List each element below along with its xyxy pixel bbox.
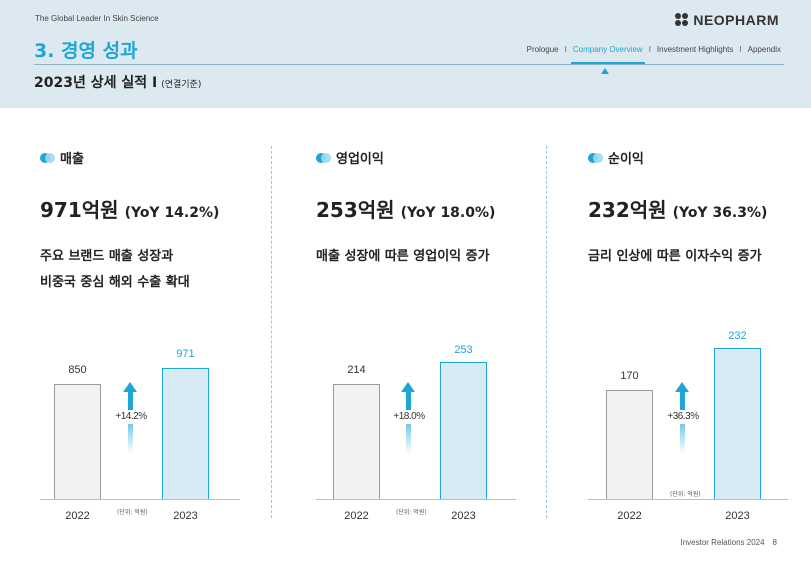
footer-text: Investor Relations 2024 <box>680 538 765 547</box>
section-nav: Prologue I Company Overview I Investment… <box>525 45 783 64</box>
description-line: 금리 인상에 따른 이자수익 증가 <box>588 249 762 264</box>
nav-item-company-overview[interactable]: Company Overview <box>570 45 645 64</box>
metric-label-text: 매출 <box>60 152 84 167</box>
chart-baseline <box>316 499 516 500</box>
year-label-2022: 2022 <box>65 510 90 522</box>
metric-value: 232억원 (YoY 36.3%) <box>588 194 767 223</box>
growth-arrow-shaft <box>406 392 411 410</box>
bar-chart: 850 971 +14.2% 2022 (단위: 억원) 2023 <box>40 338 280 522</box>
description-line: 주요 브랜드 매출 성장과 <box>40 249 174 264</box>
metric-label-text: 영업이익 <box>336 152 384 167</box>
prev-bar-value-label: 214 <box>347 364 366 376</box>
metric-yoy: (YoY 18.0%) <box>400 205 496 221</box>
subtitle-text: 2023년 상세 실적 Ⅰ <box>34 75 158 91</box>
year-label-2023: 2023 <box>451 510 476 522</box>
prev-bar-value-label: 170 <box>620 370 639 382</box>
growth-arrow-icon <box>401 382 415 392</box>
bar-2023 <box>714 348 761 500</box>
curr-bar-value-label: 232 <box>728 330 747 342</box>
growth-arrow-fade <box>128 424 133 454</box>
description-line: 매출 성장에 따른 영업이익 증가 <box>316 249 490 264</box>
nav-separator: I <box>648 45 651 54</box>
growth-rate-label: +18.0% <box>393 411 425 422</box>
panel-revenue: 매출 971억원 (YoY 14.2%) 주요 브랜드 매출 성장과 비중국 중심… <box>40 108 310 528</box>
bullet-dots-icon <box>588 152 603 164</box>
metric-label: 영업이익 <box>316 148 384 167</box>
growth-arrow-icon <box>123 382 137 392</box>
panel-net-income: 순이익 232억원 (YoY 36.3%) 금리 인상에 따른 이자수익 증가 1… <box>588 108 811 528</box>
metric-label-text: 순이익 <box>608 152 644 167</box>
curr-bar-value-label: 971 <box>176 348 195 360</box>
bar-chart: 170 232 +36.3% 2022 (단위: 억원) 2023 <box>588 330 811 522</box>
bar-2023 <box>440 362 487 500</box>
nav-separator: I <box>564 45 567 54</box>
metric-value-text: 232억원 <box>588 198 667 222</box>
section-title: 3. 경영 성과 <box>34 40 138 62</box>
tagline: The Global Leader In Skin Science <box>35 14 159 23</box>
growth-rate-label: +14.2% <box>115 411 147 422</box>
year-label-2022: 2022 <box>617 510 642 522</box>
year-label-2022: 2022 <box>344 510 369 522</box>
page-subtitle: 2023년 상세 실적 Ⅰ (연결기준) <box>34 72 201 92</box>
metric-label: 순이익 <box>588 148 644 167</box>
bullet-dots-icon <box>316 152 331 164</box>
metric-value: 253억원 (YoY 18.0%) <box>316 194 495 223</box>
metric-description: 주요 브랜드 매출 성장과 비중국 중심 해외 수출 확대 <box>40 244 190 296</box>
metric-description: 매출 성장에 따른 영업이익 증가 <box>316 244 490 270</box>
growth-arrow-shaft <box>128 392 133 410</box>
year-label-2023: 2023 <box>725 510 750 522</box>
metric-yoy: (YoY 36.3%) <box>672 205 768 221</box>
bar-chart: 214 253 +18.0% 2022 (단위: 억원) 2023 <box>316 338 556 522</box>
growth-arrow-fade <box>406 424 411 454</box>
panel-divider <box>271 146 272 518</box>
panel-divider <box>546 146 547 518</box>
metric-yoy: (YoY 14.2%) <box>124 205 220 221</box>
active-nav-indicator-icon <box>601 68 609 74</box>
prev-bar-value-label: 850 <box>68 364 87 376</box>
logo-icon <box>675 13 689 27</box>
growth-arrow-icon <box>675 382 689 392</box>
nav-item-appendix[interactable]: Appendix <box>747 45 781 54</box>
metric-label: 매출 <box>40 148 84 167</box>
metric-value-text: 971억원 <box>40 198 119 222</box>
chart-baseline <box>40 499 240 500</box>
growth-rate-label: +36.3% <box>667 411 699 422</box>
subtitle-note: (연결기준) <box>161 80 202 90</box>
header-band: The Global Leader In Skin Science NEOPHA… <box>0 0 811 108</box>
bar-2023 <box>162 368 209 500</box>
bar-2022 <box>606 390 653 500</box>
year-label-2023: 2023 <box>173 510 198 522</box>
metric-value-text: 253억원 <box>316 198 395 222</box>
nav-separator: I <box>739 45 742 54</box>
unit-note: (단위: 억원) <box>670 491 701 498</box>
company-logo: NEOPHARM <box>675 12 779 28</box>
header-rule <box>34 64 784 65</box>
page-number: 8 <box>772 538 777 547</box>
metric-value: 971억원 (YoY 14.2%) <box>40 194 219 223</box>
growth-arrow-shaft <box>680 392 685 410</box>
unit-note: (단위: 억원) <box>117 509 148 516</box>
growth-arrow-fade <box>680 424 685 454</box>
bar-2022 <box>54 384 101 500</box>
curr-bar-value-label: 253 <box>454 344 473 356</box>
unit-note: (단위: 억원) <box>396 509 427 516</box>
metric-description: 금리 인상에 따른 이자수익 증가 <box>588 244 762 270</box>
page-footer: Investor Relations 2024 8 <box>680 538 777 547</box>
bullet-dots-icon <box>40 152 55 164</box>
bar-2022 <box>333 384 380 500</box>
panel-operating-profit: 영업이익 253억원 (YoY 18.0%) 매출 성장에 따른 영업이익 증가 … <box>316 108 586 528</box>
description-line: 비중국 중심 해외 수출 확대 <box>40 275 190 290</box>
nav-item-prologue[interactable]: Prologue <box>526 45 559 54</box>
logo-text: NEOPHARM <box>693 12 779 28</box>
chart-baseline <box>588 499 788 500</box>
nav-item-investment-highlights[interactable]: Investment Highlights <box>656 45 734 54</box>
